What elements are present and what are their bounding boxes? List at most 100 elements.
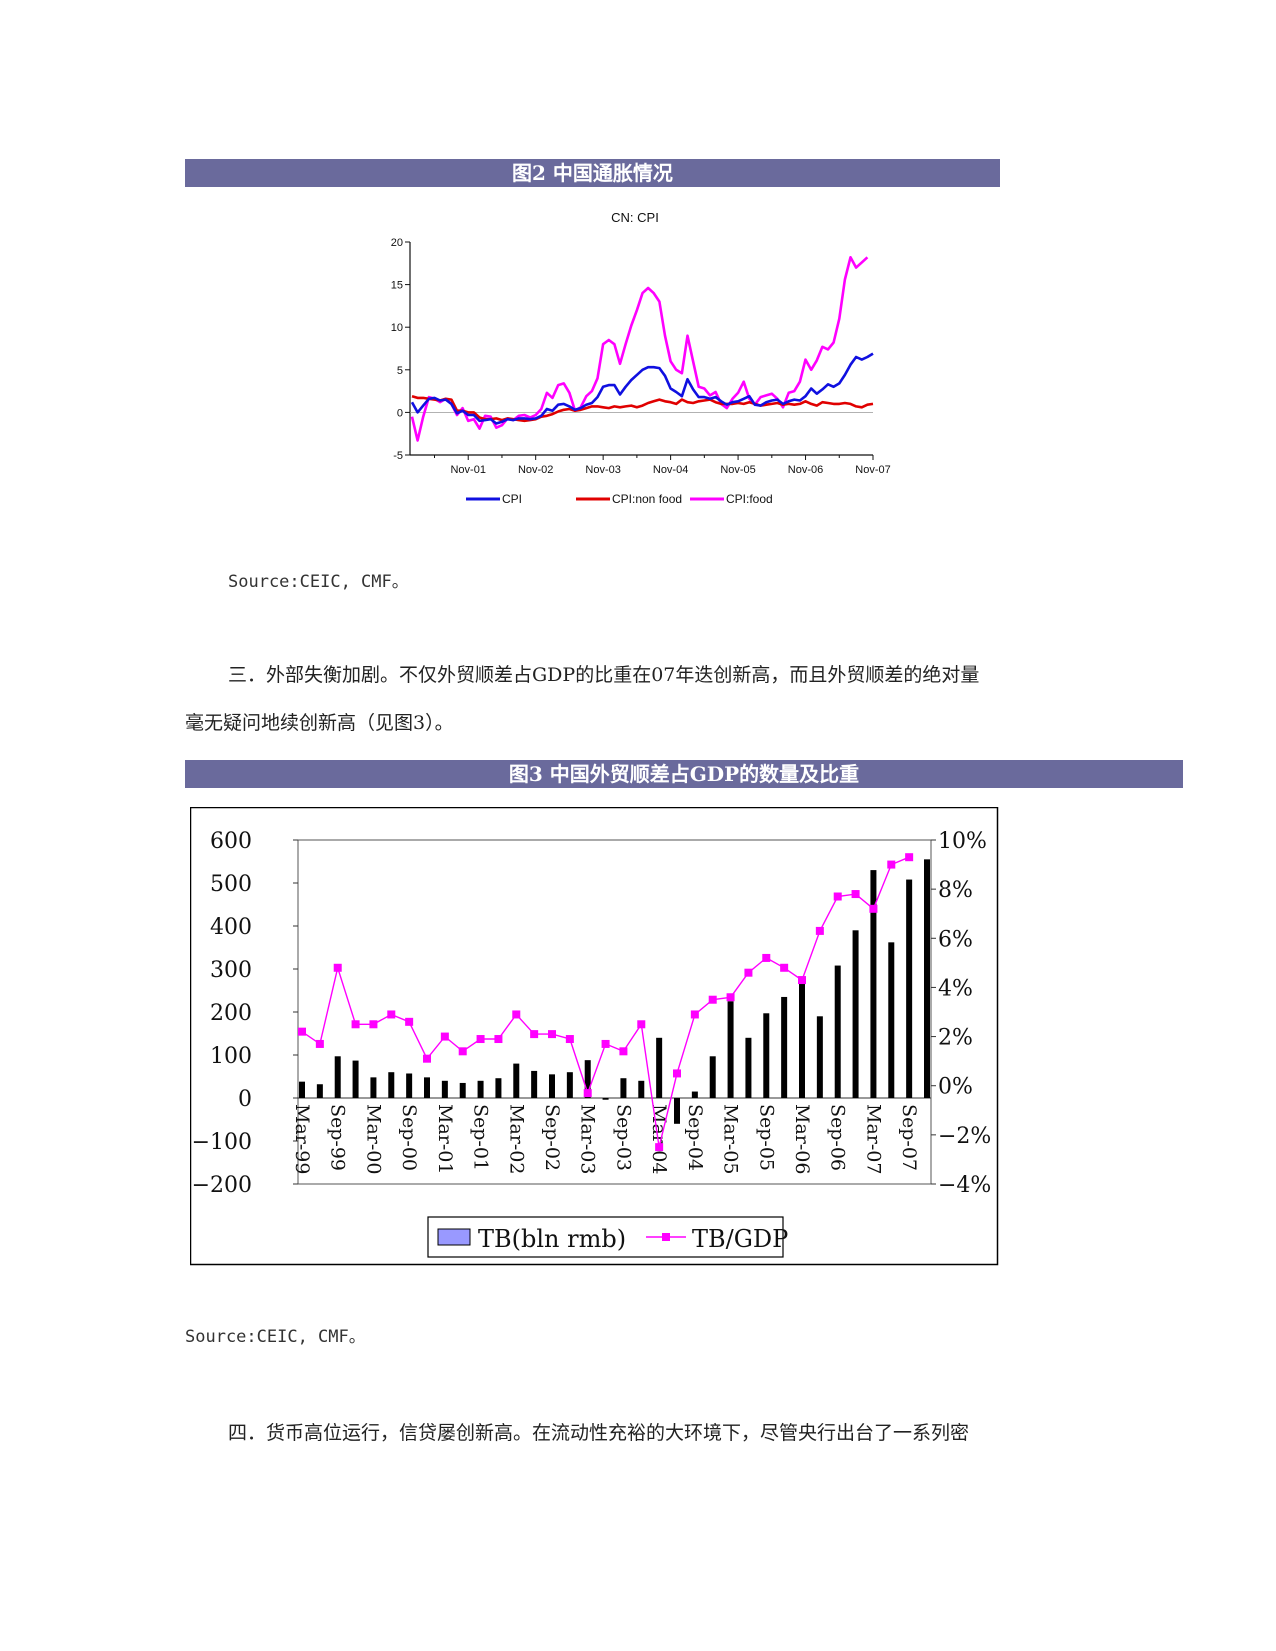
bar bbox=[727, 1001, 734, 1098]
tb-gdp-point bbox=[333, 963, 342, 972]
x-category-label: Sep-06 bbox=[827, 1104, 849, 1171]
x-category-label: Mar-01 bbox=[434, 1104, 456, 1174]
tb-gdp-point bbox=[494, 1035, 503, 1044]
tb-gdp-point bbox=[476, 1035, 485, 1044]
tb-gdp-point bbox=[869, 904, 878, 913]
left-y-tick-label: 0 bbox=[238, 1087, 252, 1112]
x-tick-label: Nov-07 bbox=[855, 464, 890, 476]
tb-gdp-point bbox=[833, 892, 842, 901]
bar bbox=[620, 1078, 627, 1098]
bar bbox=[549, 1074, 555, 1098]
tb-gdp-point bbox=[780, 963, 789, 972]
y-tick-label: -5 bbox=[393, 450, 403, 462]
legend-label: CPI:non food bbox=[612, 492, 682, 506]
tb-gdp-point bbox=[887, 860, 896, 869]
bar bbox=[406, 1073, 413, 1098]
tb-gdp-point bbox=[851, 890, 860, 899]
cpi-chart: CN: CPI 20 15 10 5 0 -5 Nov-01 Nov-02 Nov-03 Nov-0… bbox=[391, 210, 891, 506]
legend-bar-swatch bbox=[437, 1228, 471, 1246]
bar bbox=[906, 879, 913, 1098]
x-category-label: Sep-04 bbox=[684, 1104, 706, 1171]
tb-gdp-point bbox=[601, 1039, 610, 1048]
bar bbox=[388, 1072, 395, 1098]
tb-gdp-point bbox=[798, 976, 806, 985]
bar bbox=[799, 978, 805, 1098]
figure3-banner: 图3 中国外贸顺差占GDP的数量及比重 bbox=[185, 760, 1183, 788]
bar bbox=[638, 1080, 645, 1098]
tb-gdp-point bbox=[637, 1020, 646, 1029]
tb-gdp-point bbox=[708, 995, 717, 1004]
bar bbox=[852, 930, 859, 1098]
tb-gdp-point bbox=[512, 1010, 521, 1019]
x-category-label: Mar-03 bbox=[577, 1104, 599, 1174]
bar bbox=[834, 965, 841, 1098]
bar bbox=[674, 1098, 680, 1124]
right-y-tick-label: 0% bbox=[938, 1075, 973, 1100]
y-tick-label: 15 bbox=[391, 280, 403, 292]
x-category-label: Sep-05 bbox=[755, 1104, 777, 1171]
left-y-tick-label: 100 bbox=[210, 1044, 252, 1069]
bar bbox=[745, 1037, 752, 1098]
legend-label: CPI bbox=[502, 492, 522, 506]
y-tick-label: 5 bbox=[397, 365, 403, 377]
figure2-source: Source:CEIC, CMF。 bbox=[228, 572, 409, 592]
left-y-tick-label: 300 bbox=[210, 958, 252, 983]
tb-gdp-point bbox=[655, 1143, 664, 1152]
tb-gdp-point bbox=[458, 1047, 467, 1056]
x-tick-label: Nov-03 bbox=[585, 464, 620, 476]
bar bbox=[495, 1078, 502, 1098]
bar bbox=[870, 870, 877, 1098]
x-category-label: Mar-00 bbox=[362, 1104, 384, 1174]
bar bbox=[656, 1037, 663, 1098]
x-category-label: Sep-07 bbox=[898, 1104, 920, 1171]
figure3-source: Source:CEIC, CMF。 bbox=[185, 1327, 366, 1347]
y-tick-label: 20 bbox=[391, 237, 403, 249]
x-category-label: Sep-03 bbox=[612, 1104, 634, 1171]
bar bbox=[781, 996, 788, 1098]
paragraph4-line1: 四．货币高位运行，信贷屡创新高。在流动性充裕的大环境下，尽管央行出台了一系列密 bbox=[228, 1422, 970, 1444]
bar bbox=[477, 1080, 484, 1098]
bar bbox=[602, 1098, 609, 1100]
tb-gdp-point bbox=[726, 993, 735, 1002]
bar bbox=[709, 1056, 716, 1098]
left-y-tick-label: 600 bbox=[210, 829, 252, 854]
bar bbox=[352, 1060, 359, 1098]
right-y-tick-label: 4% bbox=[938, 976, 973, 1001]
x-category-label: Sep-02 bbox=[541, 1104, 563, 1171]
bar bbox=[584, 1060, 591, 1098]
legend-line-label: TB/GDP bbox=[692, 1225, 788, 1253]
bar bbox=[459, 1082, 466, 1098]
left-y-tick-label: −200 bbox=[192, 1173, 252, 1198]
bar bbox=[531, 1070, 538, 1098]
right-y-tick-label: 10% bbox=[938, 829, 987, 854]
tb-gdp-point bbox=[565, 1035, 574, 1044]
tb-gdp-point bbox=[905, 853, 914, 862]
legend-bar-label: TB(bln rmb) bbox=[478, 1225, 626, 1253]
series-line-cpi bbox=[410, 352, 874, 425]
bar bbox=[763, 1013, 770, 1098]
right-y-tick-label: 6% bbox=[938, 927, 973, 952]
tb-gdp-point bbox=[405, 1017, 414, 1026]
right-y-tick-label: −2% bbox=[938, 1124, 991, 1149]
left-y-tick-label: 200 bbox=[210, 1001, 252, 1026]
bar bbox=[316, 1084, 323, 1098]
tb-gdp-point bbox=[387, 1010, 396, 1019]
bar bbox=[566, 1072, 573, 1098]
right-y-tick-label: 8% bbox=[938, 878, 973, 903]
tb-gdp-point bbox=[298, 1027, 306, 1036]
left-y-tick-label: −100 bbox=[192, 1130, 252, 1155]
bar bbox=[924, 859, 930, 1098]
left-y-tick-label: 400 bbox=[210, 915, 252, 940]
tb-gdp-point bbox=[548, 1030, 556, 1039]
x-tick-label: Nov-02 bbox=[518, 464, 553, 476]
tb-gdp-point bbox=[619, 1047, 628, 1056]
x-category-label: Mar-06 bbox=[791, 1104, 813, 1174]
bar bbox=[424, 1077, 430, 1098]
bar bbox=[888, 942, 895, 1098]
chart-frame bbox=[190, 807, 999, 1266]
legend-box bbox=[427, 1216, 784, 1258]
x-tick-label: Nov-04 bbox=[653, 464, 688, 476]
bar bbox=[513, 1063, 520, 1098]
tb-gdp-point bbox=[423, 1054, 431, 1063]
tb-gdp-point bbox=[744, 968, 753, 977]
